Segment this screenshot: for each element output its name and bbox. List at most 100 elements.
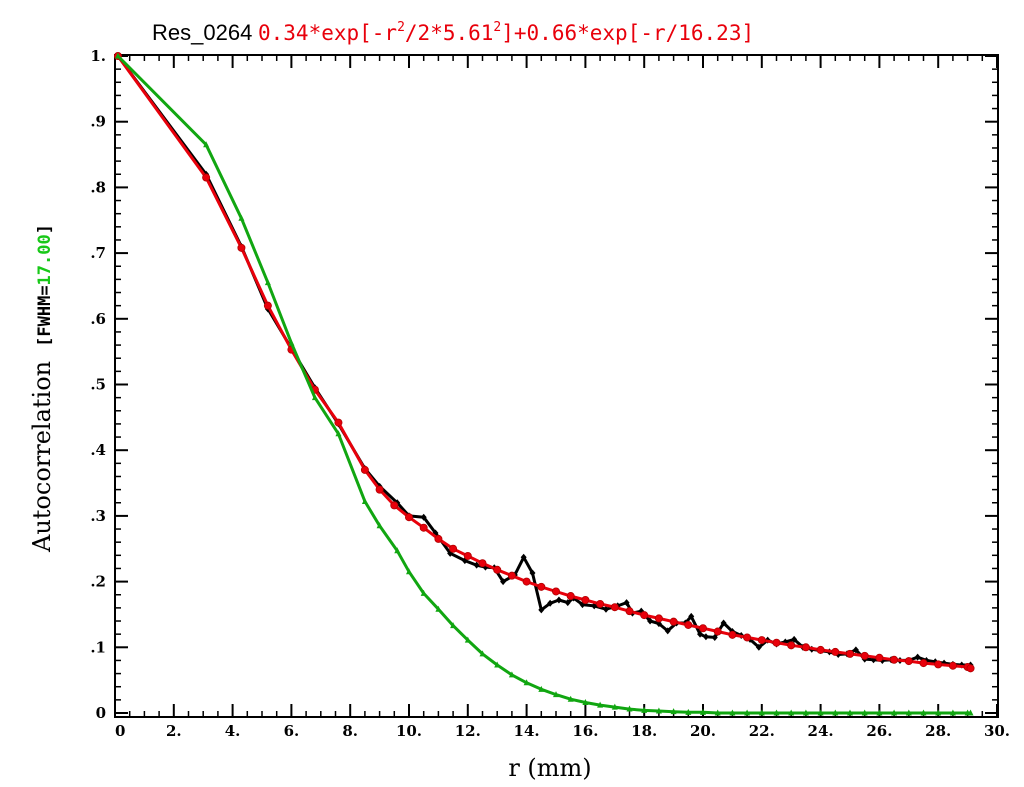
data-point — [538, 685, 545, 692]
data-point — [529, 569, 536, 577]
data-point — [390, 501, 399, 510]
fwhm-value: 17.00 — [35, 234, 55, 285]
data-point — [744, 709, 751, 716]
x-tick-label: 28. — [925, 722, 951, 740]
data-point — [566, 592, 575, 601]
fit-formula-sup-2: 2 — [493, 20, 501, 35]
data-point — [757, 636, 766, 645]
x-tick-label: 18. — [631, 722, 657, 740]
series-layer — [113, 52, 975, 716]
data-point — [688, 612, 695, 620]
fit-formula-sup-1: 2 — [397, 20, 405, 35]
data-point — [420, 513, 427, 521]
y-tick-label: 1. — [90, 47, 106, 65]
data-point — [654, 614, 663, 623]
data-point — [394, 547, 401, 554]
y-tick-label: .9 — [90, 113, 106, 131]
data-point — [670, 708, 677, 715]
axis-ticks — [114, 55, 998, 717]
data-point — [626, 705, 633, 712]
y-tick-label: .4 — [90, 441, 106, 459]
data-point — [500, 578, 507, 586]
data-point — [538, 606, 545, 614]
data-series — [114, 52, 974, 669]
data-point — [802, 709, 809, 716]
data-point — [905, 709, 912, 716]
data-point — [238, 214, 245, 221]
data-point — [537, 582, 546, 591]
fit-series — [113, 52, 975, 673]
x-tick-label: 30. — [984, 722, 1010, 740]
y-tick-label: .1 — [90, 638, 106, 656]
data-point — [876, 709, 883, 716]
x-tick-label: 22. — [749, 722, 775, 740]
data-point — [494, 661, 501, 668]
data-point — [934, 660, 943, 669]
y-tick-label: .5 — [90, 376, 106, 394]
x-tick-label: 12. — [455, 722, 481, 740]
data-point — [478, 559, 487, 568]
data-point — [832, 709, 839, 716]
data-point — [699, 624, 708, 633]
data-point — [816, 645, 825, 654]
x-axis-label: r (mm) — [508, 754, 591, 782]
data-point — [479, 650, 486, 657]
y-axis-label-group: Autocorrelation [FWHM=17.00] — [28, 224, 56, 553]
data-point — [919, 659, 928, 668]
data-point — [420, 589, 427, 596]
data-point — [685, 708, 692, 715]
data-point — [852, 646, 859, 654]
data-point — [713, 627, 722, 636]
chart-title: Res_0264 — [152, 20, 252, 45]
y-tick-label: .3 — [90, 507, 106, 525]
data-point — [335, 430, 342, 437]
data-point — [669, 617, 678, 626]
data-point — [875, 653, 884, 662]
data-point — [655, 707, 662, 714]
series-line — [116, 55, 972, 670]
x-tick-label: 14. — [514, 722, 540, 740]
data-point — [684, 620, 693, 629]
y-tick-label: .7 — [90, 244, 106, 262]
data-point — [861, 709, 868, 716]
data-point — [847, 709, 853, 716]
data-point — [450, 622, 457, 629]
data-point — [203, 141, 210, 148]
data-point — [523, 679, 530, 686]
plot-frame — [114, 54, 999, 718]
gaussian-series — [114, 52, 974, 716]
data-point — [360, 465, 369, 474]
data-point — [860, 651, 869, 660]
data-point — [202, 173, 211, 182]
data-point — [473, 561, 480, 569]
data-point — [582, 698, 589, 705]
data-point — [817, 709, 824, 716]
data-point — [700, 708, 706, 715]
data-point — [714, 709, 721, 716]
data-point — [702, 633, 709, 641]
data-point — [791, 635, 798, 643]
data-point — [728, 630, 737, 639]
data-point — [758, 709, 765, 716]
data-point — [772, 638, 781, 647]
data-point — [597, 701, 604, 708]
data-point — [641, 706, 648, 713]
y-tick-label: .8 — [90, 178, 106, 196]
data-point — [623, 599, 630, 607]
fit-formula-part-a: 0.34*exp[-r — [258, 21, 397, 45]
data-point — [520, 553, 527, 561]
data-point — [581, 595, 590, 604]
data-point — [664, 627, 671, 635]
data-point — [449, 544, 458, 553]
fwhm-prefix: [FWHM= — [35, 285, 55, 346]
data-point — [553, 691, 559, 698]
y-tick-label: .6 — [90, 310, 106, 328]
data-point — [743, 633, 752, 642]
y-tick-label: .2 — [90, 573, 106, 591]
y-axis-label: Autocorrelation — [28, 361, 56, 553]
data-point — [640, 611, 649, 620]
data-point — [334, 418, 343, 427]
data-point — [493, 565, 502, 574]
data-point — [697, 630, 704, 638]
data-point — [596, 599, 605, 608]
